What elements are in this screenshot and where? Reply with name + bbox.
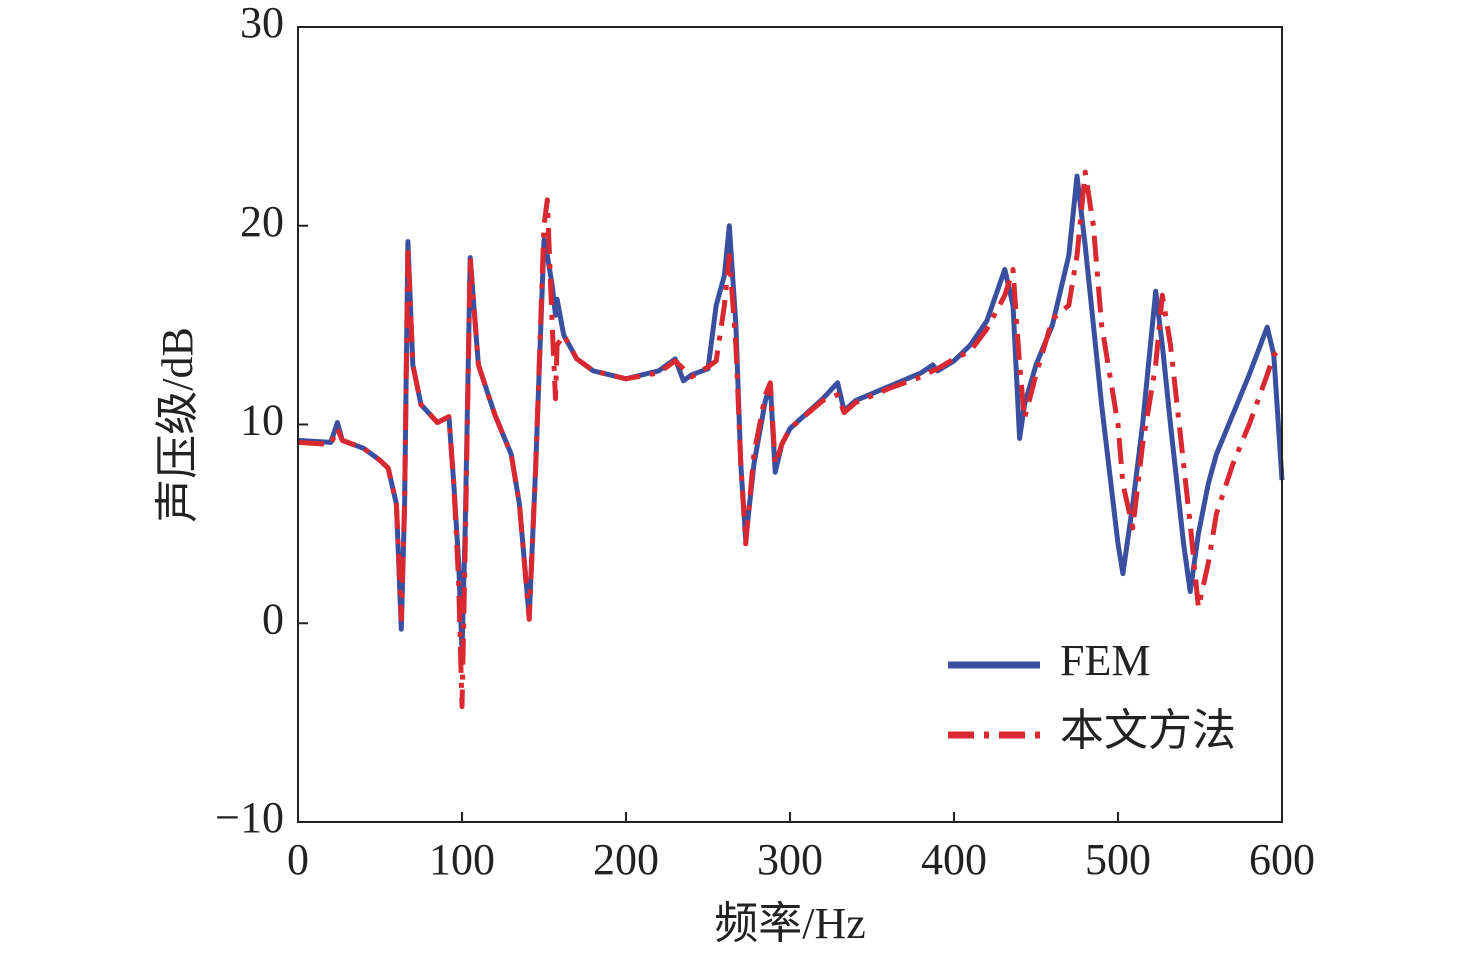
x-tick-label: 100 — [429, 835, 495, 884]
y-tick-label: 10 — [240, 396, 284, 445]
x-tick-label: 300 — [757, 835, 823, 884]
x-tick-label: 0 — [287, 835, 309, 884]
y-axis-label: 声压级/dB — [153, 327, 202, 523]
x-tick-label: 500 — [1085, 835, 1151, 884]
x-tick-label: 400 — [921, 835, 987, 884]
x-tick-label: 600 — [1249, 835, 1315, 884]
x-axis-label: 频率/Hz — [714, 899, 866, 948]
y-tick-label: 30 — [240, 0, 284, 47]
y-tick-label: 0 — [262, 594, 284, 643]
data-line — [297, 169, 1284, 710]
x-tick-label: 200 — [593, 835, 659, 884]
y-tick-label: 20 — [240, 197, 284, 246]
data-line — [297, 173, 1285, 654]
legend-label: FEM — [1060, 636, 1150, 685]
legend-label: 本文方法 — [1060, 706, 1236, 755]
y-tick-label: −10 — [215, 793, 284, 842]
plot-frame — [297, 26, 1283, 823]
